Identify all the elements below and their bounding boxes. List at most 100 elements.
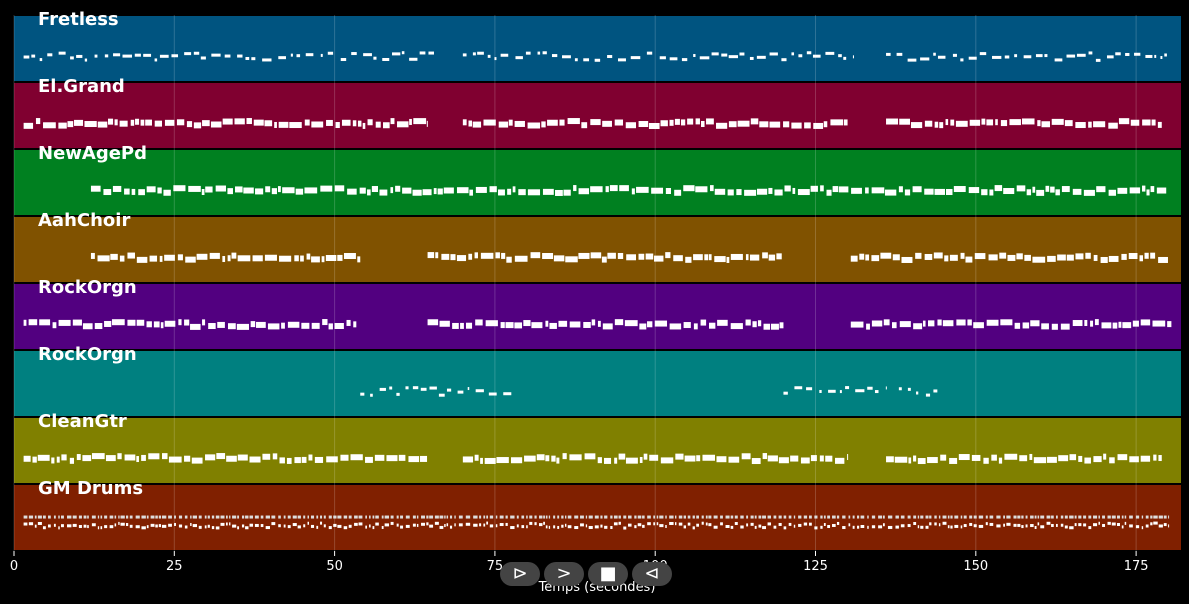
- note-mark: [558, 320, 568, 327]
- note-mark: [985, 515, 988, 519]
- note-mark: [400, 525, 404, 529]
- note-mark: [581, 122, 588, 129]
- note-mark: [405, 515, 410, 519]
- note-mark: [770, 323, 779, 330]
- note-mark: [687, 118, 694, 125]
- note-mark: [1129, 524, 1133, 528]
- note-mark: [741, 453, 751, 460]
- note-mark: [1034, 515, 1037, 519]
- note-mark: [645, 253, 654, 260]
- note-mark: [503, 392, 512, 396]
- note-mark: [793, 515, 796, 519]
- note-mark: [23, 55, 30, 59]
- note-mark: [328, 515, 332, 519]
- note-mark: [1032, 186, 1036, 193]
- note-mark: [226, 522, 228, 526]
- note-mark: [141, 526, 146, 530]
- note-mark: [333, 515, 337, 519]
- note-mark: [42, 515, 46, 519]
- note-mark: [1146, 189, 1150, 196]
- note-mark: [1019, 455, 1028, 462]
- note-mark: [177, 254, 183, 261]
- note-mark: [427, 252, 435, 259]
- note-mark: [1074, 523, 1077, 527]
- note-mark: [375, 121, 381, 128]
- note-mark: [669, 323, 682, 330]
- note-mark: [929, 515, 932, 519]
- note-mark: [196, 253, 208, 260]
- note-mark: [925, 393, 931, 397]
- note-mark: [613, 522, 618, 526]
- note-mark: [192, 524, 198, 528]
- note-mark: [105, 455, 116, 462]
- note-mark: [381, 525, 384, 529]
- note-mark: [726, 256, 730, 263]
- note-mark: [249, 523, 254, 527]
- note-mark: [665, 188, 671, 195]
- note-mark: [372, 526, 375, 530]
- note-mark: [1051, 515, 1054, 519]
- note-mark: [567, 118, 580, 125]
- note-mark: [202, 120, 210, 127]
- note-mark: [610, 526, 613, 530]
- note-mark: [154, 120, 163, 127]
- note-mark: [900, 515, 905, 519]
- note-mark: [969, 515, 973, 519]
- prev-button[interactable]: ⊲: [632, 562, 672, 586]
- note-mark: [767, 515, 772, 519]
- note-mark: [146, 515, 149, 519]
- note-mark: [390, 118, 395, 125]
- note-mark: [483, 523, 486, 527]
- note-mark: [1069, 454, 1077, 461]
- note-mark: [488, 392, 497, 396]
- note-mark: [534, 522, 537, 526]
- note-mark: [555, 189, 563, 196]
- note-mark: [279, 457, 285, 464]
- note-mark: [927, 320, 935, 327]
- note-mark: [623, 526, 627, 530]
- note-mark: [618, 515, 621, 519]
- note-mark: [117, 453, 122, 460]
- note-mark: [428, 51, 434, 55]
- note-mark: [812, 54, 821, 58]
- x-tick-label: 125: [803, 559, 828, 574]
- note-mark: [899, 118, 910, 125]
- note-mark: [1163, 523, 1167, 527]
- note-mark: [917, 515, 920, 519]
- note-mark: [1102, 515, 1106, 519]
- note-mark: [618, 521, 621, 525]
- note-mark: [160, 322, 164, 329]
- note-mark: [34, 515, 37, 519]
- note-mark: [316, 525, 319, 529]
- note-mark: [827, 525, 831, 529]
- note-mark: [325, 255, 337, 262]
- note-mark: [711, 52, 719, 56]
- note-mark: [788, 522, 792, 526]
- note-mark: [545, 455, 550, 462]
- note-mark: [1046, 521, 1051, 525]
- note-mark: [249, 515, 254, 519]
- note-mark: [220, 515, 225, 519]
- note-mark: [978, 515, 984, 519]
- note-mark: [294, 255, 299, 262]
- note-mark: [762, 526, 767, 530]
- note-mark: [613, 515, 618, 519]
- note-mark: [907, 524, 911, 528]
- note-mark: [23, 122, 34, 129]
- note-mark: [320, 53, 323, 57]
- note-mark: [569, 454, 582, 461]
- note-mark: [435, 252, 439, 259]
- note-mark: [521, 525, 525, 529]
- play-button[interactable]: ⊳: [500, 562, 540, 586]
- note-mark: [542, 188, 554, 195]
- note-mark: [136, 456, 139, 463]
- note-mark: [1074, 515, 1077, 519]
- note-mark: [934, 522, 937, 526]
- note-mark: [730, 253, 743, 260]
- note-mark: [141, 515, 146, 519]
- note-mark: [530, 252, 541, 259]
- stop-button[interactable]: ■: [588, 562, 628, 586]
- next-button[interactable]: >: [544, 562, 584, 586]
- note-mark: [998, 457, 1003, 464]
- note-mark: [66, 515, 72, 519]
